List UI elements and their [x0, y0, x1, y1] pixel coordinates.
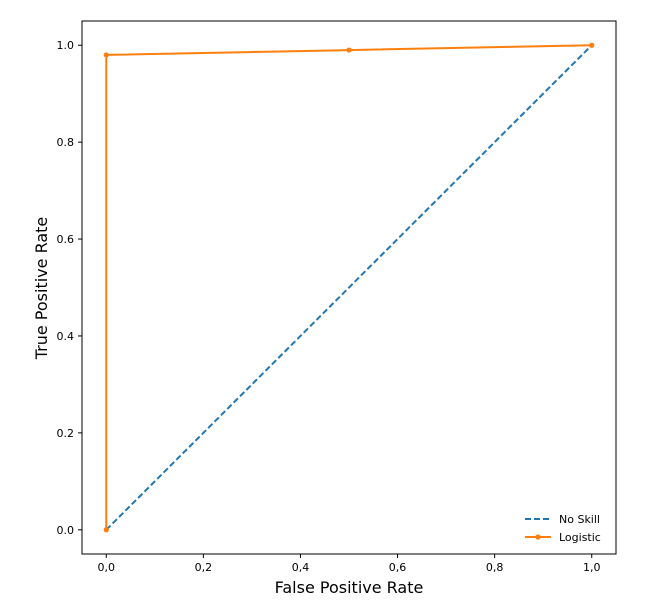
legend: No Skill Logistic	[525, 513, 601, 544]
plot-frame	[81, 20, 617, 555]
data-point	[103, 52, 109, 58]
y-tick-label: 0.2	[57, 427, 75, 440]
x-tick-label: 0,6	[389, 561, 407, 574]
y-tick-label: 0.6	[57, 233, 75, 246]
x-tick-label: 0,8	[486, 561, 504, 574]
y-tick-label: 0.0	[57, 524, 75, 537]
legend-marker-logistic	[535, 534, 541, 540]
y-axis-title: True Positive Rate	[32, 217, 51, 361]
data-point	[589, 42, 595, 48]
y-tick-label: 1.0	[57, 39, 75, 52]
x-tick-label: 0,0	[98, 561, 116, 574]
x-axis-title: False Positive Rate	[275, 578, 424, 597]
series-layer	[103, 42, 595, 533]
legend-label-no-skill: No Skill	[559, 513, 600, 526]
x-tick-label: 0,2	[195, 561, 213, 574]
legend-label-logistic: Logistic	[559, 531, 601, 544]
data-point	[103, 527, 109, 533]
y-tick-label: 0.8	[57, 136, 75, 149]
series-line-logistic	[105, 44, 592, 530]
series-line-no-skill	[105, 44, 593, 531]
y-tick-label: 0.4	[57, 330, 75, 343]
y-axis-ticks: 0.0 0.2 0.4 0.6 0.8 1.0	[57, 39, 82, 537]
x-tick-label: 0,4	[292, 561, 310, 574]
x-axis-ticks: 0,0 0,2 0,4 0,6 0,8 1,0	[98, 554, 601, 574]
data-point	[346, 47, 352, 53]
x-tick-label: 1,0	[583, 561, 601, 574]
